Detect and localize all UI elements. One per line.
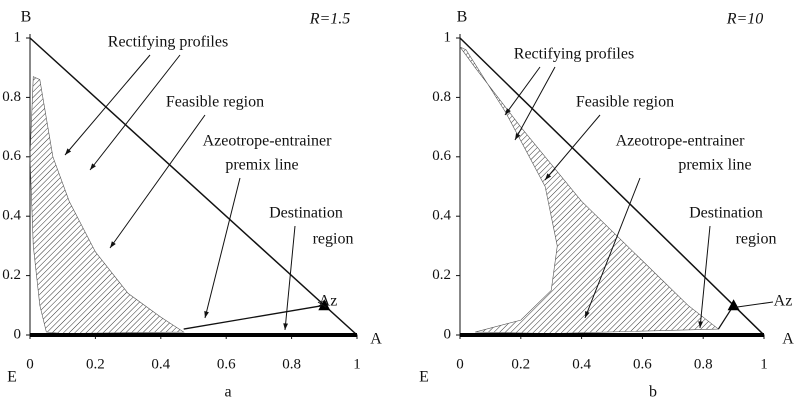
x-tick-label: 0.8 (282, 356, 301, 372)
arrow (109, 114, 206, 249)
arrow-head (698, 321, 704, 328)
annotation: region (313, 231, 354, 248)
y-tick-label: 0 (14, 326, 22, 342)
y-tick-label: 0.6 (432, 148, 451, 164)
x-tick-label: 0 (26, 356, 34, 372)
arrow-head (545, 173, 552, 180)
y-tick-label: 0.2 (432, 267, 451, 283)
x-tick-label: 0.4 (151, 356, 170, 372)
vertex-label: B (21, 9, 32, 26)
x-tick-label: 0.2 (86, 356, 105, 372)
arrow (204, 177, 241, 319)
az-pointer (735, 301, 774, 308)
arrow (544, 114, 601, 181)
arrow (699, 225, 711, 329)
arrow-head (505, 108, 511, 115)
x-tick-label: 0.6 (217, 356, 236, 372)
vertex-label: A (370, 331, 382, 348)
arrow-head (585, 311, 590, 318)
arrow (584, 177, 641, 319)
annotation: Feasible region (166, 94, 264, 111)
subplot-label: b (649, 384, 657, 401)
az-pointer (317, 301, 327, 308)
y-tick-label: 1 (444, 29, 452, 45)
annotation: Rectifying profiles (108, 34, 228, 51)
arrow (89, 54, 181, 171)
r-label: R=10 (726, 11, 764, 28)
x-tick-label: 1 (353, 356, 361, 372)
x-tick-label: 1 (760, 356, 768, 372)
feasible-region (459, 46, 720, 334)
vertex-label: E (419, 369, 429, 386)
y-tick-label: 0.4 (432, 208, 451, 224)
arrow (64, 54, 151, 156)
feasible-region (29, 76, 185, 334)
annotation: Destination (269, 205, 343, 222)
arrow (504, 66, 541, 116)
arrow-head (65, 148, 72, 155)
arrow-head (204, 311, 209, 318)
vertex-label: A (782, 331, 794, 348)
y-tick-label: 0.6 (2, 148, 21, 164)
x-tick-label: 0.2 (511, 356, 530, 372)
point-label: Az (774, 293, 793, 310)
annotation: Destination (689, 205, 763, 222)
arrow (514, 66, 556, 141)
x-tick-label: 0.6 (633, 356, 652, 372)
triangle-edge (459, 37, 765, 336)
x-tick-label: 0.8 (694, 356, 713, 372)
y-tick-label: 0.8 (432, 89, 451, 105)
y-tick-label: 0.8 (2, 89, 21, 105)
vertex-label: E (7, 369, 17, 386)
r-label: R=1.5 (309, 11, 351, 28)
vertex-label: B (457, 9, 468, 26)
arrow-head (283, 323, 289, 330)
premix-line (183, 304, 325, 330)
annotation: region (736, 231, 777, 248)
annotation: Rectifying profiles (514, 46, 634, 63)
subplot-label: a (224, 384, 231, 401)
annotation: Azeotrope-entrainer (616, 133, 745, 150)
annotation: Azeotrope-entrainer (203, 133, 332, 150)
y-tick-label: 1 (14, 29, 22, 45)
x-tick-label: 0.4 (572, 356, 591, 372)
annotation: Feasible region (576, 94, 674, 111)
arrow-head (515, 133, 521, 140)
azeotrope-marker (318, 299, 331, 311)
y-tick-label: 0.4 (2, 208, 21, 224)
arrow-head (90, 163, 96, 170)
y-tick-label: 0.2 (2, 267, 21, 283)
annotation: premix line (678, 157, 751, 174)
triangle-edge (29, 37, 358, 336)
arrow (284, 225, 296, 331)
arrow-head (110, 241, 116, 248)
y-tick-label: 0 (444, 326, 452, 342)
x-tick-label: 0 (456, 356, 464, 372)
annotation: premix line (225, 157, 298, 174)
point-label: Az (319, 293, 338, 310)
